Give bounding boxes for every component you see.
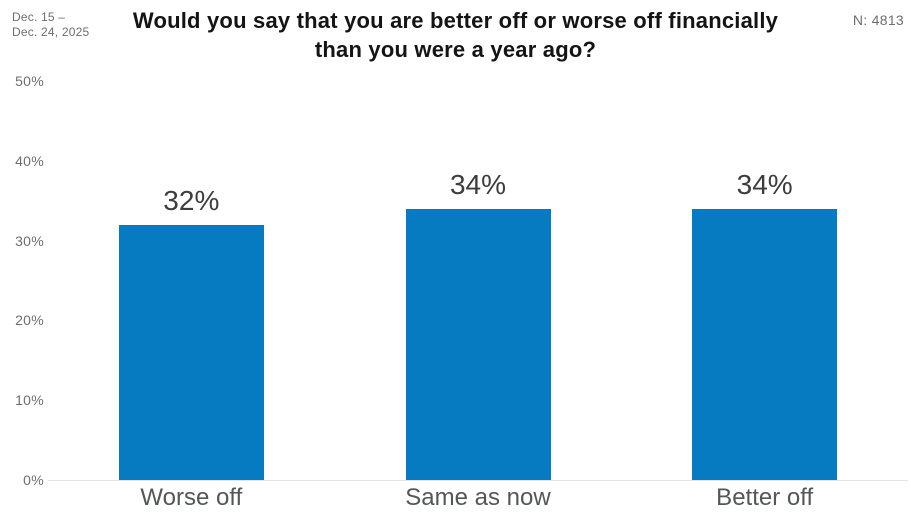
y-tick-label: 50% (15, 73, 44, 89)
chart-title-line-2: than you were a year ago? (314, 37, 597, 62)
plot-area: 32% 34% 34% (48, 81, 908, 481)
x-category-label: Worse off (140, 484, 243, 511)
y-tick-label: 10% (15, 392, 44, 409)
x-category-label: Better off (716, 484, 814, 511)
x-axis: Worse off Same as now Better off (48, 482, 908, 522)
y-axis: 0% 10% 20% 30% 40% 50% (0, 73, 44, 488)
x-category-label: Same as now (405, 484, 551, 511)
bar-worse-off (118, 224, 264, 480)
y-tick-label: 20% (15, 312, 44, 329)
bar-value-label: 34% (736, 168, 793, 200)
y-tick-label: 30% (15, 232, 44, 249)
date-range-line-1: Dec. 15 – (12, 10, 66, 24)
chart-title-line-1: Would you say that you are better off or… (132, 8, 779, 33)
y-tick-label: 40% (15, 152, 44, 169)
chart-title: Would you say that you are better off or… (0, 6, 911, 64)
bar-value-label: 34% (449, 168, 507, 200)
survey-date-range: Dec. 15 – Dec. 24, 2025 (12, 10, 89, 40)
bar-better-off (692, 208, 838, 480)
bar-same-as-now (405, 208, 551, 480)
date-range-line-2: Dec. 24, 2025 (12, 25, 90, 39)
bar-value-label: 32% (163, 184, 220, 216)
sample-size-label: N: 4813 (852, 12, 904, 28)
y-tick-label: 0% (23, 472, 44, 488)
